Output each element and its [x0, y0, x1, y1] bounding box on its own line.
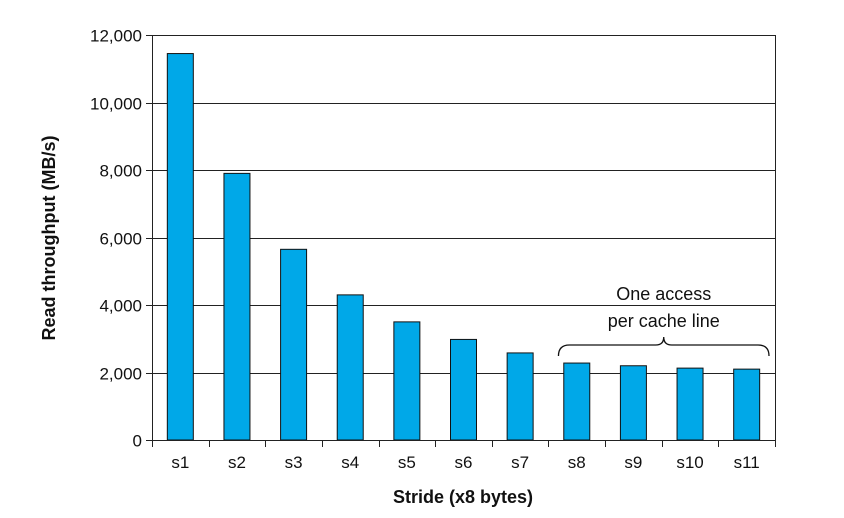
- bar-s4: [336, 294, 364, 441]
- annotation: One access per cache line: [557, 284, 770, 357]
- x-tick-label: s5: [398, 453, 416, 472]
- y-tick-label: 4,000: [99, 297, 142, 316]
- x-tick-label: s11: [734, 453, 760, 472]
- x-tick-label: s6: [455, 453, 473, 472]
- x-axis-title: Stride (x8 bytes): [393, 487, 533, 507]
- x-tick-label: s1: [171, 453, 189, 472]
- x-tick-label: s7: [511, 453, 529, 472]
- x-tick-label: s9: [624, 453, 642, 472]
- y-tick-label: 12,000: [90, 27, 142, 46]
- x-tick-label: s8: [568, 453, 586, 472]
- x-tick-label: s2: [228, 453, 246, 472]
- bar-s9: [619, 365, 647, 441]
- bar-s5: [393, 321, 421, 441]
- bar-s1: [166, 53, 194, 441]
- x-tick-label: s4: [341, 453, 359, 472]
- annotation-brace: [557, 336, 770, 357]
- tick-labels: 0 2,000 4,000 6,000 8,000 10,000 12,000 s1 s2 s3 s…: [90, 27, 760, 473]
- axes: [146, 35, 776, 447]
- bar-s8: [563, 362, 591, 441]
- annotation-line-2: per cache line: [608, 311, 720, 331]
- bar-s7: [506, 352, 534, 441]
- bar-s11: [733, 368, 761, 441]
- x-tick-label: s3: [285, 453, 303, 472]
- x-tick-label: s10: [676, 453, 703, 472]
- y-tick-label: 10,000: [90, 95, 142, 114]
- bar-s2: [223, 172, 251, 441]
- annotation-line-1: One access: [616, 284, 711, 304]
- bar-s6: [450, 338, 477, 441]
- y-tick-label: 2,000: [99, 365, 142, 384]
- y-tick-label: 0: [133, 432, 142, 451]
- bar-s10: [676, 367, 704, 441]
- y-tick-label: 6,000: [99, 230, 142, 249]
- bars: [166, 53, 761, 441]
- y-axis-title: Read throughput (MB/s): [39, 136, 59, 341]
- gridlines: [152, 35, 775, 374]
- y-tick-label: 8,000: [99, 162, 142, 181]
- bar-s3: [280, 248, 308, 441]
